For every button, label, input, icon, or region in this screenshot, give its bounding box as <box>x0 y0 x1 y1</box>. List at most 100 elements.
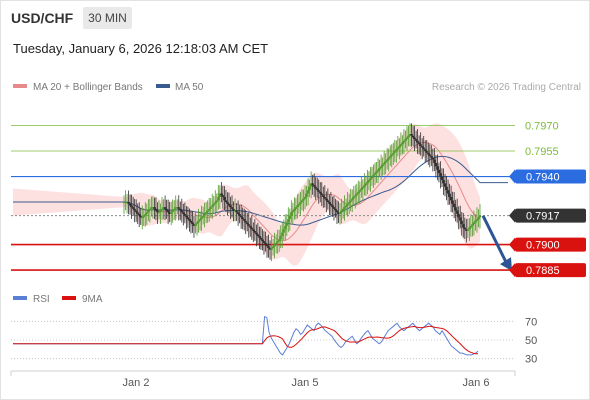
candle-body <box>261 239 264 242</box>
ma20-legend-swatch <box>13 84 27 88</box>
candle-body <box>144 213 147 216</box>
candle-body <box>474 220 477 223</box>
candles <box>122 123 482 262</box>
candle-body <box>411 135 415 138</box>
level-tag-pointer <box>509 263 515 278</box>
candle-body <box>343 207 346 209</box>
candle-body <box>383 162 386 165</box>
candle-body <box>273 244 276 247</box>
candle-body <box>425 151 428 153</box>
candle-body <box>148 208 151 211</box>
candle-body <box>176 207 179 209</box>
candle-body <box>276 241 279 243</box>
candle-body <box>278 239 281 242</box>
candle-body <box>125 202 129 204</box>
candle-body <box>434 162 437 167</box>
candle-body <box>291 210 294 213</box>
candle-body <box>384 161 387 163</box>
candle-body <box>259 237 263 240</box>
candle-body <box>133 208 136 211</box>
candle-body <box>410 134 413 136</box>
candle-body <box>206 210 209 213</box>
candle-body <box>229 205 232 208</box>
candle-body <box>154 208 158 211</box>
candle-body <box>132 207 135 209</box>
symbol-title: USD/CHF <box>11 10 74 26</box>
chart-header: USD/CHF 30 MIN <box>0 0 590 34</box>
rsi-legend-swatch <box>13 296 27 300</box>
candle-body <box>293 208 296 211</box>
candle-body <box>220 193 223 196</box>
candle-body <box>378 168 381 170</box>
candle-body <box>189 220 193 223</box>
candle-body <box>171 210 174 213</box>
candle-body <box>402 140 406 143</box>
candle-body <box>258 236 261 238</box>
candle-body <box>290 212 293 216</box>
level-tag-pointer <box>509 237 515 252</box>
level-label-0.7940: 0.7940 <box>526 172 560 184</box>
candle-body <box>157 212 161 214</box>
rsi-lines <box>13 315 479 356</box>
ma20-legend-label: MA 20 + Bollinger Bands <box>33 82 143 93</box>
candle-body <box>408 134 412 136</box>
candle-body <box>159 210 162 213</box>
candle-body <box>167 210 170 213</box>
timeframe-badge[interactable]: 30 MIN <box>83 7 132 29</box>
rsi-tick-30: 30 <box>525 354 537 366</box>
candle-body <box>147 210 150 213</box>
rsi-grid: 70 50 30 <box>11 316 537 366</box>
candle-body <box>313 185 316 187</box>
candle-body <box>363 185 366 187</box>
candle-body <box>281 232 284 237</box>
candle-body <box>135 210 138 213</box>
candle-body <box>361 186 364 189</box>
candle-body <box>209 207 212 209</box>
candle-body <box>351 198 354 201</box>
level-tag-pointer <box>509 169 515 184</box>
candle-body <box>221 195 224 197</box>
candle-body <box>300 200 304 203</box>
candle-body <box>322 195 325 197</box>
candle-body <box>335 210 339 213</box>
candle-body <box>360 188 363 191</box>
candle-body <box>424 149 427 152</box>
candle-body <box>192 224 196 226</box>
candle-body <box>418 142 421 145</box>
candle-body <box>440 176 444 180</box>
candle-body <box>475 219 479 221</box>
candle-body <box>122 202 126 204</box>
candle-body <box>331 205 334 208</box>
candle-body <box>401 142 404 145</box>
candle-body <box>468 227 471 230</box>
candle-body <box>436 166 439 170</box>
candle-body <box>127 202 130 204</box>
candle-body <box>238 213 241 216</box>
candle-body <box>264 242 267 245</box>
candle-body <box>275 242 278 245</box>
candle-body <box>381 164 384 167</box>
candle-body <box>323 196 326 199</box>
rsi-legend-label: RSI <box>33 294 50 305</box>
legend: MA 20 + Bollinger Bands MA 50 Research ©… <box>13 82 581 93</box>
candle-body <box>376 169 380 172</box>
candle-body <box>367 179 371 182</box>
candle-body <box>357 191 360 194</box>
level-tag-0.7940 <box>515 169 586 184</box>
candle-body <box>198 219 202 221</box>
candle-body <box>163 207 167 209</box>
candle-body <box>153 207 156 209</box>
candle-body <box>319 191 322 194</box>
candle-body <box>413 137 416 140</box>
level-label-0.7900: 0.7900 <box>526 240 560 252</box>
candle-body <box>326 200 329 203</box>
candle-body <box>241 217 244 220</box>
candle-body <box>460 220 463 225</box>
candle-body <box>212 203 215 206</box>
x-tick-label: Jan 5 <box>292 377 319 389</box>
candle-body <box>243 219 246 221</box>
candle-body <box>354 195 357 197</box>
candle-body <box>285 222 288 226</box>
candle-body <box>232 208 235 211</box>
